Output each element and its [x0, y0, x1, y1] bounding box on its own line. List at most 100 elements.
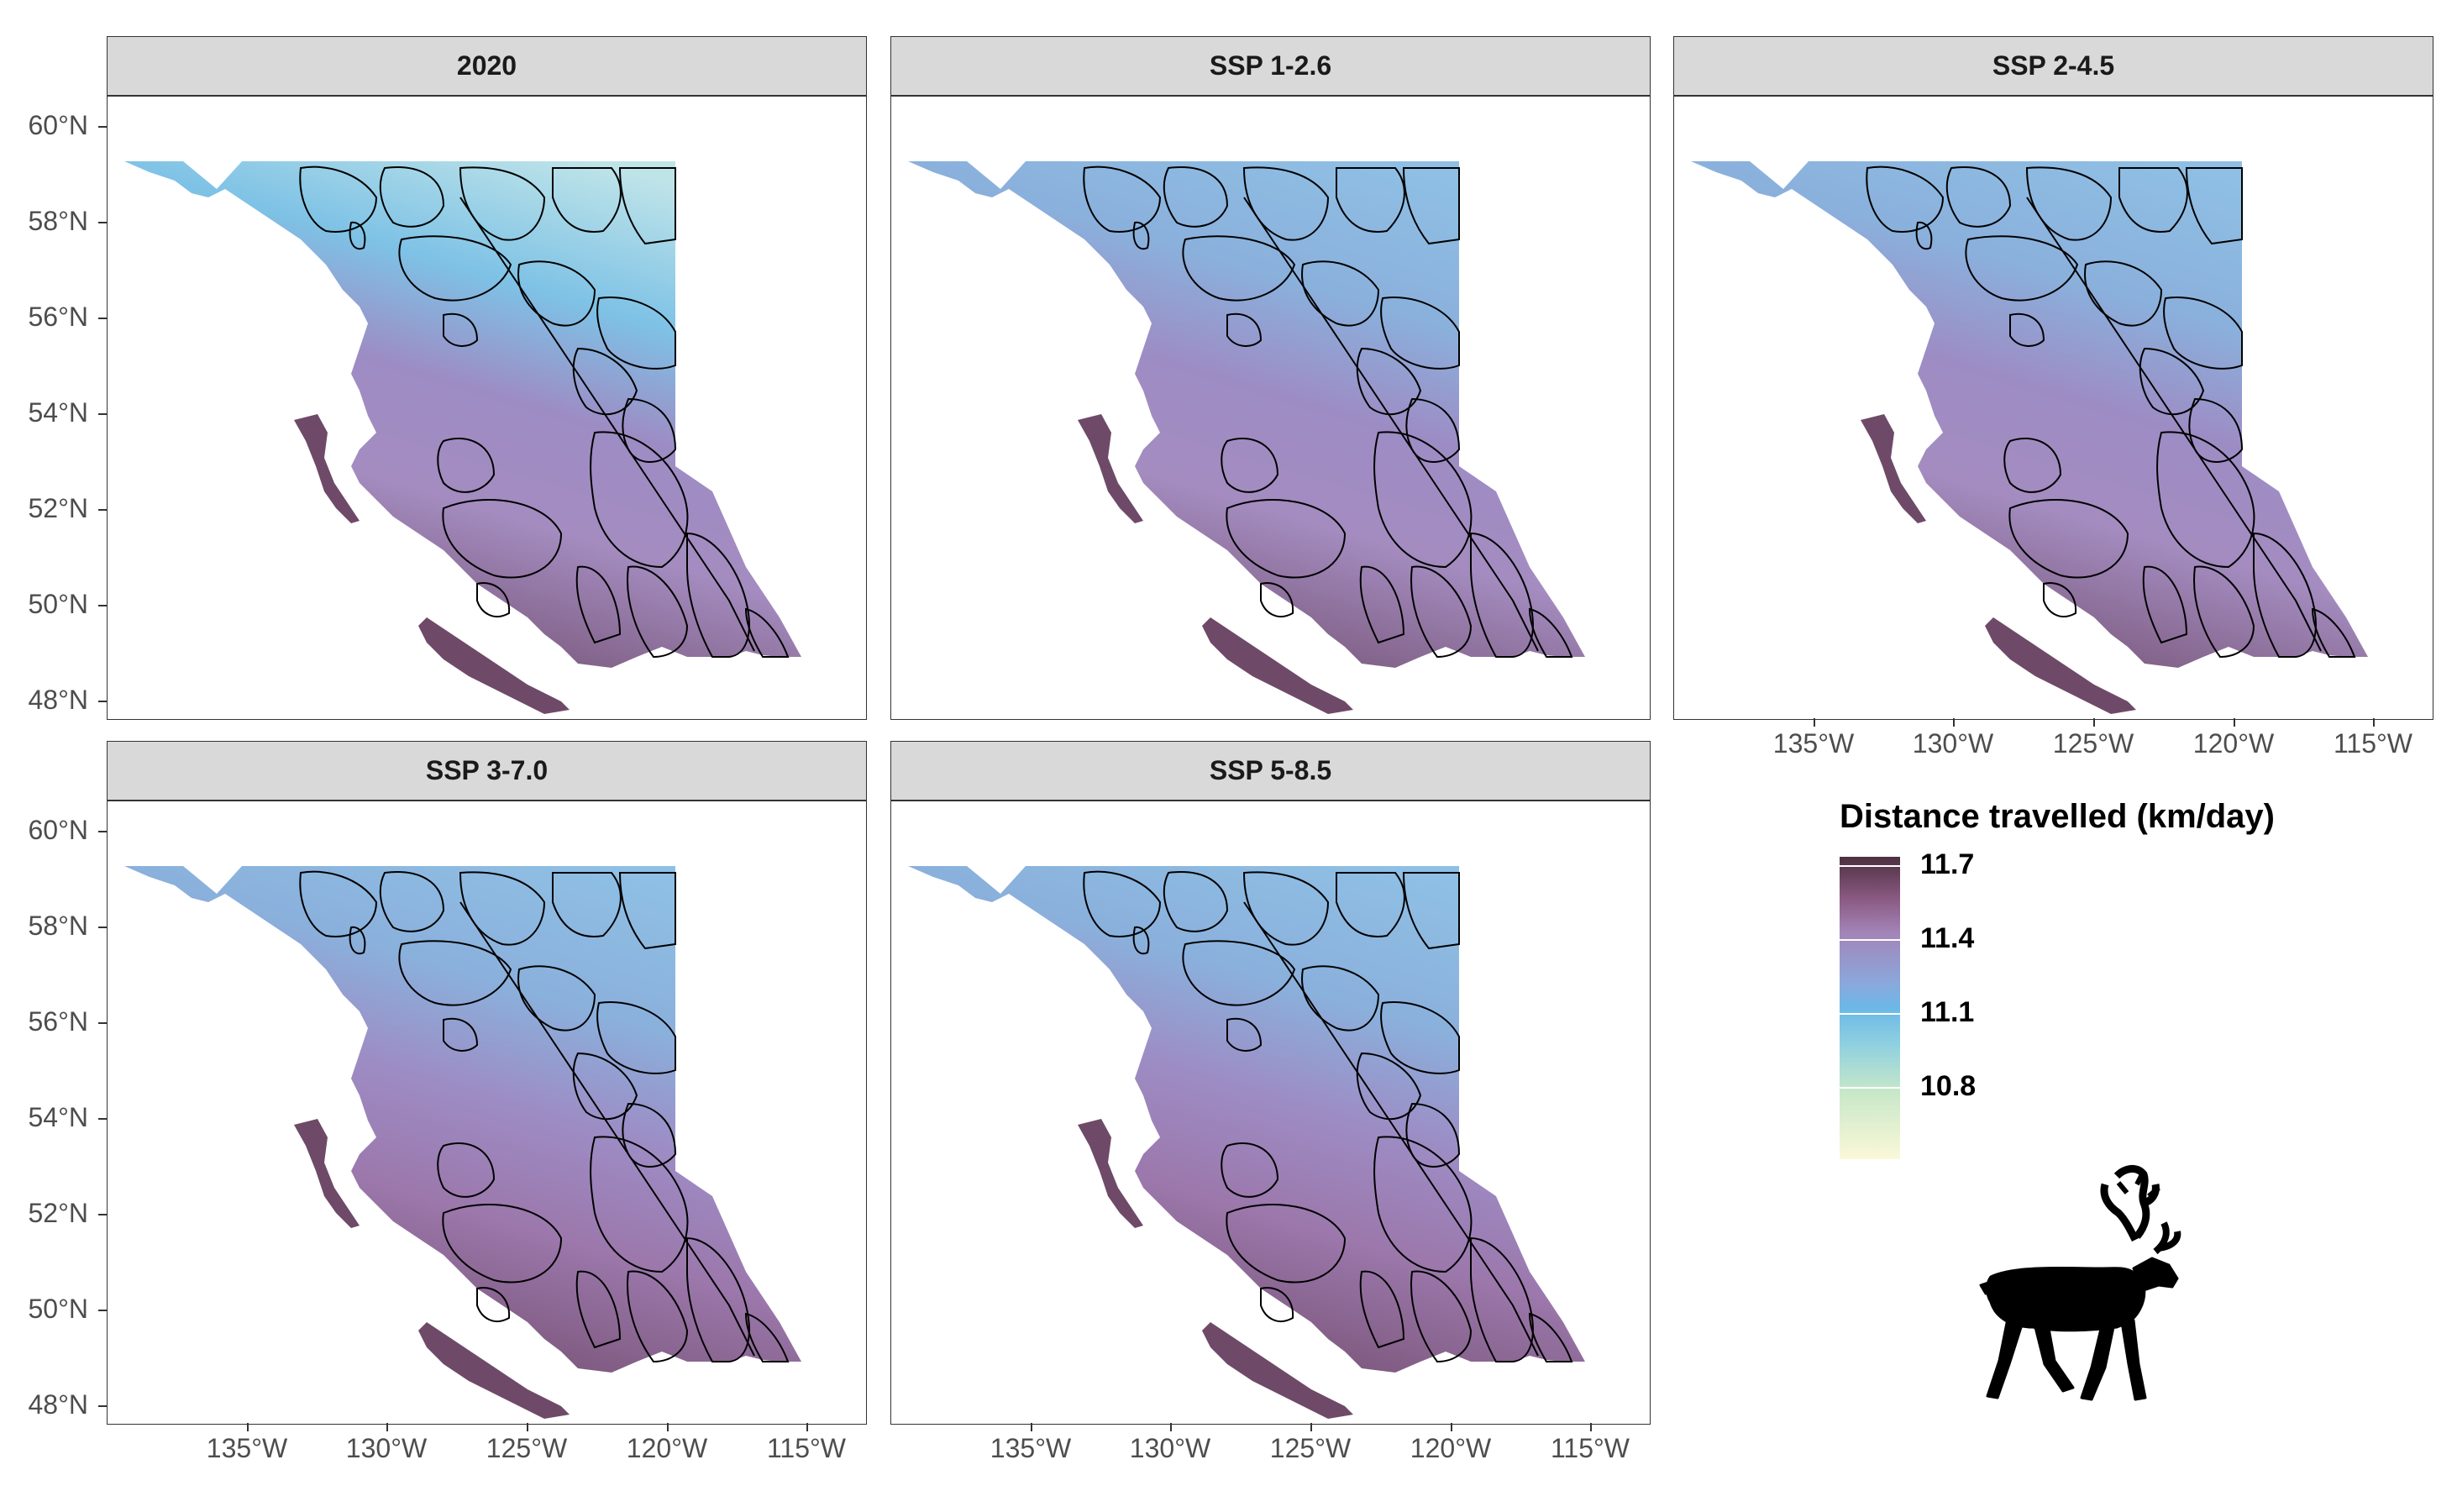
y-tick-label: 52°N [28, 493, 89, 523]
herd-range-outline [1410, 565, 1473, 659]
herd-range-outline [1410, 1270, 1473, 1363]
map-svg [124, 866, 801, 1419]
herd-range-outline [1402, 167, 1460, 245]
panel-title: 2020 [107, 36, 867, 96]
x-tick-label: 130°W [1912, 728, 1994, 759]
y-tick [98, 1118, 107, 1120]
herd-range-outline [590, 431, 689, 569]
herd-range-outline [1301, 260, 1380, 327]
map-plot-area [890, 801, 1651, 1425]
herd-range-outline [1226, 312, 1263, 347]
y-tick [98, 222, 107, 223]
herd-range-outline [686, 1236, 750, 1362]
herd-range-outline [1163, 166, 1229, 228]
x-tick [1031, 1423, 1032, 1431]
bc-landmass [1691, 161, 2368, 668]
herd-range-outline [2139, 347, 2205, 416]
map-plot-area [107, 801, 867, 1425]
y-tick-label: 60°N [28, 815, 89, 845]
y-tick [98, 927, 107, 928]
herd-range-outline [744, 1312, 790, 1362]
herd-range-outline [349, 926, 366, 955]
y-tick-label: 58°N [28, 206, 89, 236]
y-tick-label: 52°N [28, 1198, 89, 1228]
herd-range-outline [398, 940, 512, 1006]
herd-range-outline [349, 221, 366, 250]
herd-range-outline [627, 1270, 689, 1363]
herd-range-outline [442, 1204, 563, 1284]
herd-range-outline [2026, 197, 2322, 652]
herd-range-outline [2311, 607, 2356, 658]
x-tick-label: 120°W [1410, 1433, 1492, 1463]
herd-range-outline [552, 167, 622, 233]
map-panel-ssp585: SSP 5-8.5 [890, 741, 1651, 1425]
y-tick [98, 509, 107, 511]
y-tick [98, 831, 107, 832]
haida-gwaii [294, 1119, 360, 1228]
map-svg [908, 161, 1585, 714]
herd-range-outline [572, 1052, 638, 1121]
herd-range-outline [2193, 565, 2255, 659]
y-tick [98, 1022, 107, 1024]
herd-range-outline [1182, 940, 1296, 1006]
y-tick-label: 54°N [28, 397, 89, 428]
herd-range-outline [572, 347, 638, 416]
y-tick-label: 50°N [28, 589, 89, 619]
herd-range-outline [2163, 297, 2243, 370]
herd-range-outline [1405, 397, 1461, 463]
herd-range-outline [437, 437, 496, 493]
herd-range-outline [2118, 167, 2188, 233]
herd-range-outline [299, 870, 378, 937]
herd-range-outline [1226, 499, 1347, 579]
x-tick [1590, 1423, 1592, 1431]
x-tick [1451, 1423, 1452, 1431]
herd-range-outline [627, 565, 689, 659]
herd-range-outline [1405, 1102, 1461, 1168]
herd-range-outline [476, 1287, 511, 1322]
y-tick-label: 60°N [28, 110, 89, 140]
herd-range-outline [2084, 260, 2163, 327]
bc-landmass [908, 161, 1585, 668]
herd-range-outline [596, 1001, 676, 1074]
x-tick-label: 125°W [2052, 728, 2134, 759]
y-tick-label: 58°N [28, 911, 89, 941]
herd-range-outline [1301, 965, 1380, 1032]
colorbar-tick [1840, 1013, 1900, 1015]
herd-range-outline [1359, 1270, 1405, 1349]
x-tick-label: 120°W [626, 1433, 708, 1463]
colorbar-tick [1840, 939, 1900, 941]
herd-range-outline [1226, 1204, 1347, 1284]
herd-range-outline [1221, 1142, 1279, 1198]
herd-range-outline [2156, 431, 2255, 569]
map-plot-area [1673, 96, 2433, 720]
vancouver-island [1202, 617, 1353, 714]
herd-range-outline [398, 235, 512, 302]
herd-range-outline [2003, 437, 2062, 493]
herd-range-outline [1221, 437, 1279, 493]
y-tick-label: 48°N [28, 1389, 89, 1420]
herd-range-outline [575, 565, 622, 644]
bc-landmass [908, 866, 1585, 1373]
x-tick [386, 1423, 388, 1431]
haida-gwaii [1861, 414, 1926, 523]
x-tick-label: 135°W [1772, 728, 1855, 759]
herd-range-outline [443, 312, 479, 347]
y-tick [98, 1310, 107, 1311]
herd-range-outline [1132, 221, 1150, 250]
herd-range-outline [2142, 565, 2188, 644]
herd-range-outline [1243, 901, 1539, 1357]
herd-range-outline [379, 166, 445, 228]
herd-range-outline [1260, 1287, 1294, 1322]
herd-range-outline [1402, 872, 1460, 950]
y-tick [98, 701, 107, 702]
legend-label: 11.1 [1920, 996, 1975, 1028]
x-tick [247, 1423, 249, 1431]
haida-gwaii [1078, 414, 1143, 523]
x-tick-label: 130°W [1129, 1433, 1211, 1463]
herd-range-outline [1528, 607, 1573, 658]
herd-range-outline [1226, 1017, 1263, 1052]
haida-gwaii [294, 414, 360, 523]
x-tick-label: 135°W [206, 1433, 288, 1463]
herd-range-outline [1528, 1312, 1573, 1362]
herd-range-outline [1356, 347, 1422, 416]
